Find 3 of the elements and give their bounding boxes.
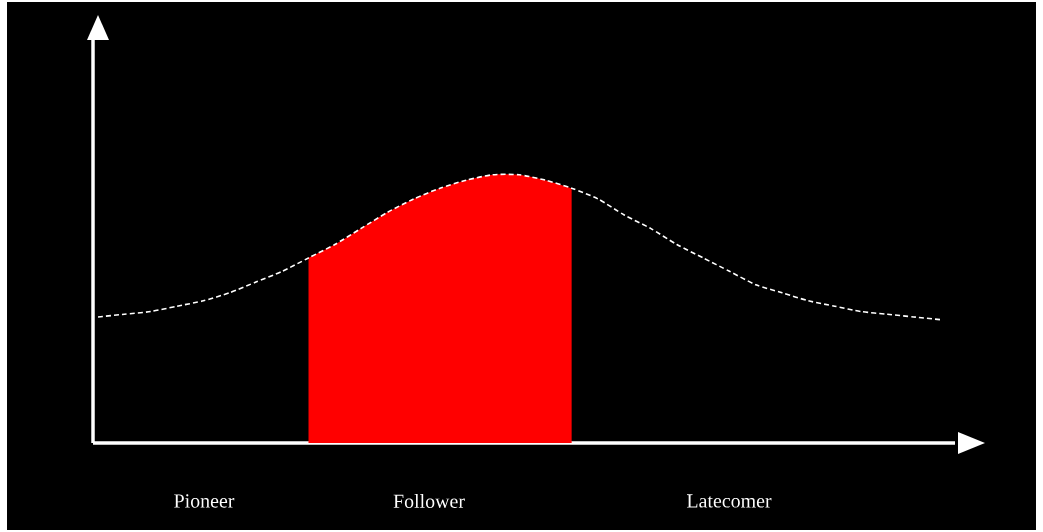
text: Pioneer [174,494,235,508]
text: Latecomer [686,494,772,508]
text: Follower [393,493,465,508]
